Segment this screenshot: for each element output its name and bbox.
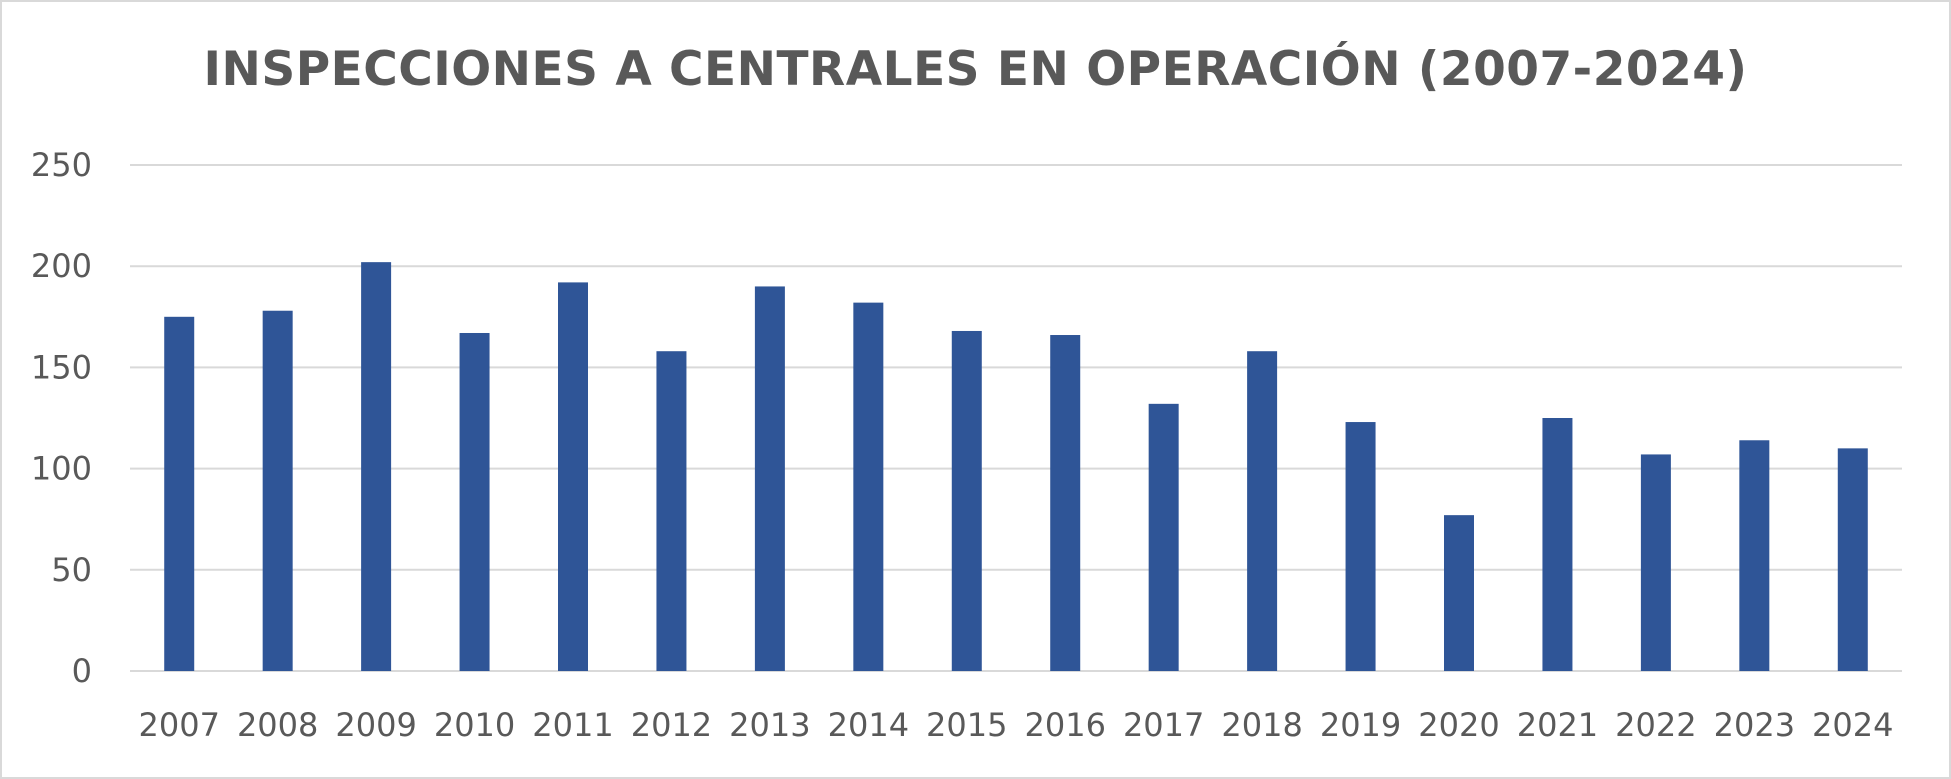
- bar-2015: [951, 330, 982, 671]
- y-tick-label: 100: [31, 450, 92, 488]
- bar-2011: [558, 282, 588, 671]
- chart-title: INSPECCIONES A CENTRALES EN OPERACIÓN (2…: [203, 42, 1748, 97]
- x-tick-label: 2007: [139, 706, 220, 744]
- x-tick-label: 2015: [926, 706, 1007, 744]
- x-axis-ticks: 2007 2008 2009 2010 2011 2012 2013 2014 2015 2016…: [139, 706, 1894, 744]
- y-tick-label: 50: [51, 551, 92, 589]
- bar-2017: [1148, 403, 1179, 671]
- x-tick-label: 2019: [1320, 706, 1401, 744]
- x-tick-label: 2008: [237, 706, 318, 744]
- y-tick-label: 200: [31, 247, 92, 285]
- y-tick-label: 150: [31, 348, 92, 386]
- y-axis-ticks: 0 50 100 150 200 250: [31, 146, 92, 690]
- x-tick-label: 2009: [335, 706, 416, 744]
- bar-2018: [1247, 351, 1278, 671]
- y-tick-label: 0: [72, 652, 92, 690]
- x-tick-label: 2018: [1221, 706, 1302, 744]
- bar-2010: [459, 332, 490, 671]
- x-tick-label: 2020: [1418, 706, 1499, 744]
- bar-2008: [262, 310, 293, 671]
- x-tick-label: 2010: [434, 706, 515, 744]
- x-tick-label: 2017: [1123, 706, 1204, 744]
- x-tick-label: 2016: [1025, 706, 1106, 744]
- bar-2012: [656, 351, 687, 671]
- x-tick-label: 2022: [1615, 706, 1696, 744]
- bar-2019: [1345, 422, 1376, 671]
- bar-2009: [361, 262, 392, 671]
- bar-2013: [754, 286, 785, 671]
- bar-2007: [164, 316, 195, 671]
- x-tick-label: 2023: [1714, 706, 1795, 744]
- gridlines: [130, 164, 1902, 672]
- bar-2022: [1640, 454, 1671, 671]
- x-tick-label: 2014: [828, 706, 909, 744]
- bar-2020: [1444, 515, 1474, 671]
- x-tick-label: 2013: [729, 706, 810, 744]
- bar-2021: [1542, 418, 1573, 671]
- bar-2023: [1739, 440, 1770, 671]
- bars: [164, 262, 1868, 671]
- x-tick-label: 2012: [631, 706, 712, 744]
- x-tick-label: 2024: [1812, 706, 1893, 744]
- bar-2016: [1050, 335, 1081, 671]
- x-tick-label: 2021: [1517, 706, 1598, 744]
- x-tick-label: 2011: [532, 706, 613, 744]
- bar-2014: [853, 302, 884, 671]
- y-tick-label: 250: [31, 146, 92, 184]
- bar-2024: [1837, 448, 1868, 671]
